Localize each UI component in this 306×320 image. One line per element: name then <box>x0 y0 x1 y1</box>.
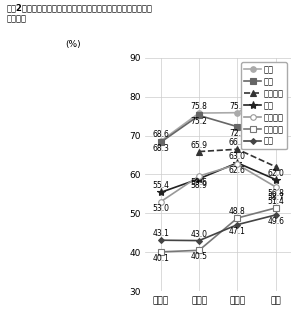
中国 <box>274 128 278 132</box>
Text: の比率: の比率 <box>6 14 26 23</box>
Line: タイ: タイ <box>158 87 278 144</box>
Text: 68.3: 68.3 <box>152 144 169 153</box>
Text: 68.6: 68.6 <box>152 130 169 139</box>
Text: 81.9: 81.9 <box>267 78 284 87</box>
中国 <box>236 125 239 129</box>
韓国 <box>236 161 239 165</box>
Text: 63.0: 63.0 <box>229 152 246 161</box>
フランス <box>236 163 239 166</box>
アメリカ <box>236 147 239 151</box>
Text: 58.7: 58.7 <box>267 193 284 202</box>
Text: 43.1: 43.1 <box>152 229 169 238</box>
Line: 韓国: 韓国 <box>157 159 280 196</box>
Text: 75.9: 75.9 <box>229 102 246 111</box>
日本 <box>236 223 239 227</box>
日本 <box>159 238 162 242</box>
Text: 66.5: 66.5 <box>229 138 246 147</box>
Line: 日本: 日本 <box>159 213 278 243</box>
Text: 53.0: 53.0 <box>152 204 169 213</box>
Line: イギリス: イギリス <box>158 205 278 255</box>
アメリカ <box>274 165 278 169</box>
Text: 51.4: 51.4 <box>267 197 284 206</box>
イギリス <box>236 216 239 220</box>
日本 <box>274 213 278 217</box>
イギリス <box>197 248 201 252</box>
イギリス <box>274 206 278 210</box>
Line: アメリカ: アメリカ <box>196 147 278 170</box>
タイ <box>197 111 201 115</box>
Text: 58.9: 58.9 <box>191 181 207 190</box>
Text: 43.0: 43.0 <box>191 230 207 239</box>
中国 <box>197 114 201 117</box>
Text: 65.9: 65.9 <box>191 140 207 150</box>
日本 <box>197 239 201 243</box>
Text: 47.1: 47.1 <box>229 227 246 236</box>
イギリス <box>159 250 162 254</box>
フランス <box>197 174 201 178</box>
Text: 56.8: 56.8 <box>267 189 284 198</box>
タイ <box>159 139 162 143</box>
Text: 40.1: 40.1 <box>152 254 169 263</box>
Text: 75.2: 75.2 <box>191 117 207 126</box>
Text: 59.6: 59.6 <box>191 178 207 187</box>
Text: 62.6: 62.6 <box>229 166 246 175</box>
タイ <box>274 87 278 91</box>
フランス <box>159 200 162 204</box>
Text: 図表2　将来の新聞の役割－「新聞の役割が小さくなってくる」: 図表2 将来の新聞の役割－「新聞の役割が小さくなってくる」 <box>6 3 152 12</box>
フランス <box>274 185 278 189</box>
中国 <box>159 140 162 144</box>
韓国 <box>159 190 162 194</box>
Text: 55.4: 55.4 <box>152 181 169 190</box>
タイ <box>236 111 239 115</box>
Legend: タイ, 中国, アメリカ, 韓国, フランス, イギリス, 日本: タイ, 中国, アメリカ, 韓国, フランス, イギリス, 日本 <box>241 62 287 149</box>
Text: (%): (%) <box>65 40 81 49</box>
Text: 40.5: 40.5 <box>191 252 207 261</box>
韓国 <box>274 178 278 181</box>
Line: 中国: 中国 <box>158 113 278 145</box>
Line: フランス: フランス <box>158 162 278 204</box>
Text: 71.4: 71.4 <box>267 132 284 141</box>
Text: 72.3: 72.3 <box>229 129 246 138</box>
Text: 48.8: 48.8 <box>229 207 246 216</box>
Text: 75.8: 75.8 <box>191 102 207 111</box>
Text: 49.6: 49.6 <box>267 217 284 226</box>
アメリカ <box>197 150 201 154</box>
韓国 <box>197 177 201 181</box>
Text: 62.0: 62.0 <box>267 169 284 178</box>
